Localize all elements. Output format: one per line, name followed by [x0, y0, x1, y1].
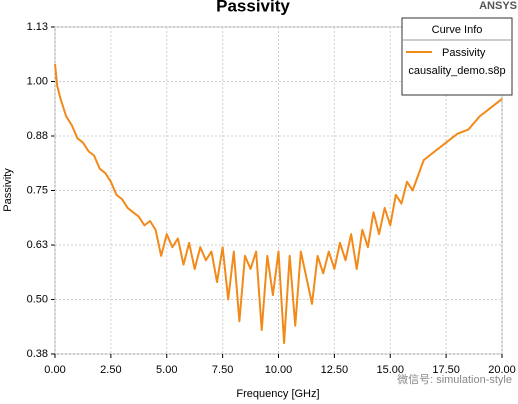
legend: Curve Info Passivity causality_demo.s8p	[401, 17, 513, 96]
x-tick-label: 17.50	[432, 364, 460, 376]
x-axis-label: Frequency [GHz]	[236, 388, 319, 400]
x-tick-label: 2.50	[100, 364, 121, 376]
x-tick-label: 7.50	[212, 364, 233, 376]
legend-title: Curve Info	[432, 24, 483, 36]
x-tick-label: 10.00	[265, 364, 293, 376]
y-tick-label: 0.88	[27, 130, 48, 142]
legend-label: Passivity	[442, 47, 486, 59]
legend-subtitle: causality_demo.s8p	[408, 65, 505, 77]
x-tick-label: 12.50	[321, 364, 349, 376]
series-line	[54, 63, 503, 345]
x-tick-label: 20.00	[488, 364, 516, 376]
x-tick-label: 5.00	[156, 364, 177, 376]
y-tick-label: 0.50	[27, 293, 48, 305]
chart-title: Passivity	[216, 0, 290, 15]
y-tick-label: 0.75	[27, 184, 48, 196]
y-tick-label: 0.38	[27, 348, 48, 360]
y-tick-label: 1.00	[27, 75, 48, 87]
y-tick-label: 0.63	[27, 239, 48, 251]
x-tick-label: 15.00	[376, 364, 404, 376]
legend-box	[401, 17, 513, 96]
watermark: 微信号: simulation-style	[397, 372, 512, 386]
brand: ANSYS	[479, 0, 517, 12]
y-tick-label: 1.13	[27, 21, 48, 33]
x-tick-label: 0.00	[44, 364, 65, 376]
y-axis-label: Passivity	[2, 168, 14, 212]
